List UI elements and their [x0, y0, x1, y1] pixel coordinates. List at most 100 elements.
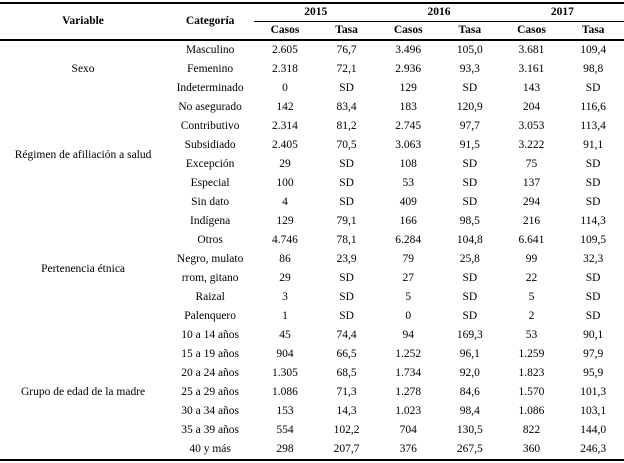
value-cell: 93,3 [459, 63, 480, 75]
value-cell: 14,3 [336, 405, 357, 417]
value-cell: 75 [525, 158, 538, 170]
table-row: 40 y más 298 207,7 376 267,5 360 246,3 [0, 440, 624, 460]
value-cell: 3.496 [395, 44, 422, 56]
value-cell: 32,3 [583, 253, 604, 265]
table-row: Raizal 3 SD 5 SD 5 SD [0, 288, 624, 307]
value-cell: 704 [399, 424, 417, 436]
value-cell: 6.284 [395, 234, 422, 246]
category-cell: 20 a 24 años [181, 367, 240, 379]
value-cell: 98,5 [459, 215, 480, 227]
value-cell: 904 [276, 348, 294, 360]
value-cell: 1.278 [395, 386, 422, 398]
value-cell: 1.259 [518, 348, 545, 360]
col-header-year-2016: 2016 [377, 3, 501, 22]
value-cell: 90,1 [583, 329, 604, 341]
value-cell: 294 [522, 196, 541, 208]
table-row: Femenino 2.318 72,1 2.936 93,3 3.161 98,… [0, 60, 624, 79]
value-cell: SD [585, 291, 601, 303]
value-cell: SD [339, 82, 354, 94]
table-row: Sin dato 4 SD 409 SD 294 SD [0, 193, 624, 212]
value-cell: SD [585, 196, 601, 208]
value-cell: 74,4 [336, 329, 357, 341]
value-cell: 1.086 [518, 405, 545, 417]
category-cell: 30 a 34 años [181, 405, 240, 417]
value-cell: SD [462, 272, 478, 284]
value-cell: 2 [528, 310, 535, 322]
value-cell: SD [585, 177, 601, 189]
table-row: Sexo Masculino 2.605 76,7 3.496 105,0 3.… [0, 40, 624, 75]
category-cell: No asegurado [178, 101, 242, 113]
value-cell: 4.746 [272, 234, 298, 246]
value-cell: SD [462, 82, 478, 94]
table-row: Excepción 29 SD 108 SD 75 SD [0, 155, 624, 174]
value-cell: 3.681 [518, 44, 545, 56]
category-cell: 15 a 19 años [181, 348, 240, 360]
value-cell: 2.405 [272, 139, 298, 151]
value-cell: SD [339, 272, 354, 284]
value-cell: 94 [402, 329, 414, 341]
category-cell: Excepción [185, 158, 235, 170]
value-cell: 71,3 [336, 386, 357, 398]
value-cell: 105,0 [456, 44, 483, 56]
value-cell: SD [462, 158, 478, 170]
value-cell: 116,6 [580, 101, 606, 113]
value-cell: SD [339, 291, 354, 303]
value-cell: 5 [405, 291, 412, 303]
col-header-tasa-2015: Tasa [315, 21, 378, 41]
value-cell: 72,1 [336, 63, 357, 75]
col-header-casos-2016: Casos [377, 21, 440, 41]
value-cell: 137 [522, 177, 541, 189]
value-cell: 5 [528, 291, 535, 303]
value-cell: 97,7 [459, 120, 480, 132]
category-cell: rrom, gitano [181, 272, 239, 284]
value-cell: 29 [279, 272, 291, 284]
value-cell: 207,7 [333, 443, 360, 455]
value-cell: 29 [279, 158, 291, 170]
value-cell: SD [585, 158, 601, 170]
value-cell: SD [462, 196, 478, 208]
value-cell: 91,1 [583, 139, 604, 151]
value-cell: 70,5 [336, 139, 357, 151]
header-row-years: Variable Categoría 2015 2016 2017 [0, 3, 624, 41]
value-cell: 169,3 [456, 329, 483, 341]
category-cell: 35 a 39 años [181, 424, 240, 436]
value-cell: 22 [525, 272, 538, 284]
value-cell: 25,8 [459, 253, 480, 265]
value-cell: SD [462, 177, 478, 189]
category-cell: 25 a 29 años [181, 386, 240, 398]
value-cell: 554 [276, 424, 294, 436]
category-cell: Sin dato [191, 196, 230, 208]
group-regimen: Régimen de afiliación a salud No asegura… [0, 98, 624, 212]
value-cell: 204 [522, 101, 541, 113]
value-cell: 86 [279, 253, 291, 265]
value-cell: 3.063 [395, 139, 422, 151]
value-cell: 0 [282, 82, 288, 94]
value-cell: 98,4 [459, 405, 480, 417]
value-cell: 1.086 [272, 386, 298, 398]
value-cell: 103,1 [580, 405, 607, 417]
col-header-year-2015: 2015 [254, 3, 378, 22]
col-header-casos-2017: Casos [500, 21, 563, 41]
value-cell: 298 [276, 443, 294, 455]
value-cell: 409 [399, 196, 417, 208]
value-cell: SD [585, 310, 601, 322]
value-cell: 822 [522, 424, 541, 436]
value-cell: 166 [399, 215, 417, 227]
value-cell: 1.305 [272, 367, 298, 379]
value-cell: 81,2 [336, 120, 357, 132]
value-cell: 120,9 [456, 101, 483, 113]
col-header-tasa-2016: Tasa [439, 21, 501, 41]
value-cell: 2.314 [272, 120, 298, 132]
value-cell: 3.222 [518, 139, 545, 151]
category-cell: Femenino [187, 63, 234, 75]
value-cell: 246,3 [580, 443, 607, 455]
value-cell: 113,4 [580, 120, 606, 132]
value-cell: 216 [522, 215, 541, 227]
variable-group-cell: Sexo [71, 63, 95, 75]
value-cell: 153 [276, 405, 294, 417]
header-row-subheaders: Casos Tasa Casos Tasa Casos Tasa [0, 21, 624, 41]
value-cell: SD [339, 196, 354, 208]
value-cell: 53 [525, 329, 538, 341]
category-cell: Raizal [195, 291, 225, 303]
value-cell: 98,8 [583, 63, 604, 75]
